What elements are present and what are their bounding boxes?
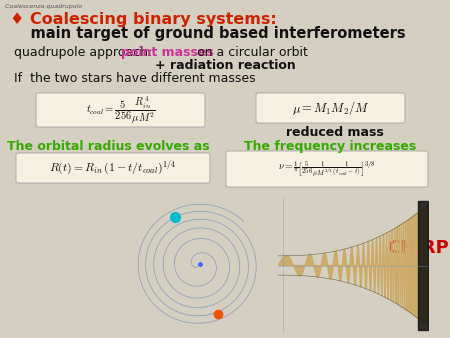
Text: CHIRP: CHIRP bbox=[387, 239, 449, 257]
Text: + radiation reaction: + radiation reaction bbox=[155, 59, 295, 72]
FancyBboxPatch shape bbox=[256, 93, 405, 123]
Text: $t_{coal} = \dfrac{5}{256}\dfrac{R_{in}^4}{\mu M^2}$: $t_{coal} = \dfrac{5}{256}\dfrac{R_{in}^… bbox=[86, 94, 155, 126]
Text: $\nu = \frac{1}{\pi}\!\left[\frac{5}{256}\frac{1}{\mu M^{2/3}}\frac{1}{(t_{coal}: $\nu = \frac{1}{\pi}\!\left[\frac{5}{256… bbox=[278, 159, 376, 179]
Text: If  the two stars have different masses: If the two stars have different masses bbox=[14, 72, 256, 85]
Text: The frequency increases: The frequency increases bbox=[244, 140, 416, 153]
Text: quadrupole approach:: quadrupole approach: bbox=[14, 46, 156, 59]
Text: Coalescenza quadrupolo: Coalescenza quadrupolo bbox=[5, 4, 82, 9]
Text: main target of ground based interferometers: main target of ground based interferomet… bbox=[10, 26, 405, 41]
Text: point masses: point masses bbox=[121, 46, 214, 59]
Text: ♦ Coalescing binary systems:: ♦ Coalescing binary systems: bbox=[10, 12, 277, 27]
Text: reduced mass: reduced mass bbox=[286, 126, 384, 139]
FancyBboxPatch shape bbox=[226, 151, 428, 187]
Text: The orbital radius evolves as: The orbital radius evolves as bbox=[7, 140, 209, 153]
Text: on a circular orbit: on a circular orbit bbox=[189, 46, 308, 59]
Text: $\mu = M_1 M_2/M$: $\mu = M_1 M_2/M$ bbox=[292, 99, 369, 117]
FancyBboxPatch shape bbox=[16, 153, 210, 183]
Text: $R(t) = R_{in}\,(1 - t/t_{coal})^{1/4}$: $R(t) = R_{in}\,(1 - t/t_{coal})^{1/4}$ bbox=[49, 159, 177, 177]
FancyBboxPatch shape bbox=[36, 93, 205, 127]
